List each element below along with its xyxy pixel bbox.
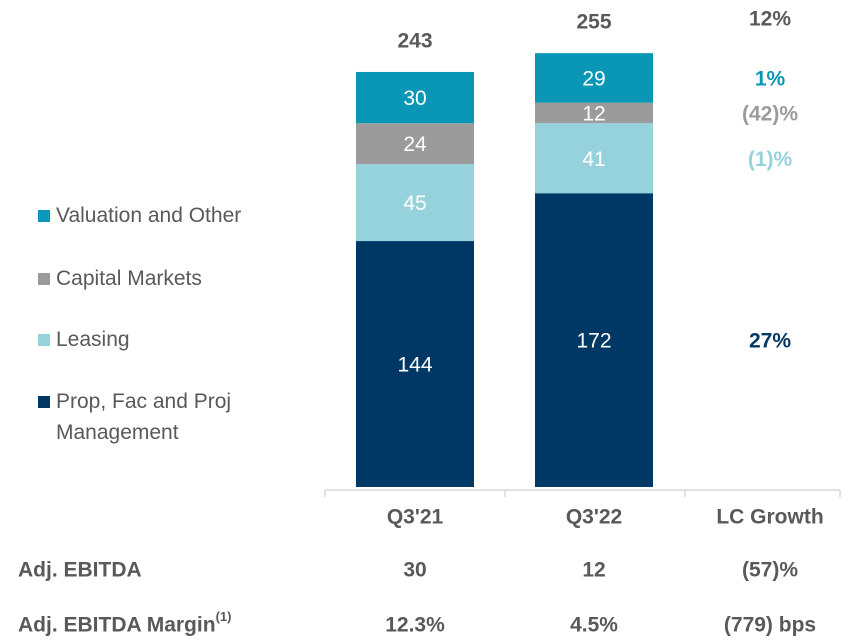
- growth-total: 12%: [749, 8, 791, 31]
- legend-swatch: [38, 210, 50, 222]
- bar-segment: [535, 102, 653, 124]
- total-label: 255: [576, 11, 611, 34]
- table-cell: 30: [403, 559, 426, 582]
- table-cell: (779) bps: [724, 614, 816, 637]
- bar-segment: [356, 71, 474, 124]
- growth-label: 1%: [755, 67, 786, 90]
- legend-item: Prop, Fac and Proj Management: [38, 386, 306, 448]
- growth-label: (42)%: [742, 102, 798, 125]
- growth-label: (1)%: [748, 148, 793, 171]
- segment-label: 12: [582, 102, 605, 125]
- legend-item: Leasing: [38, 324, 306, 355]
- table-cell: (57)%: [742, 559, 798, 582]
- table-cell: Adj. EBITDA: [18, 559, 142, 582]
- bar-segment: [356, 164, 474, 242]
- legend-item: Capital Markets: [38, 263, 306, 294]
- segment-label: 172: [576, 330, 611, 353]
- legend-swatch: [38, 334, 50, 346]
- legend-swatch: [38, 273, 50, 285]
- x-tick-label: Q3'21: [387, 506, 444, 529]
- bar-segment: [535, 123, 653, 194]
- growth-label: 27%: [749, 330, 791, 353]
- bar-segment: [535, 193, 653, 487]
- segment-label: 45: [403, 192, 426, 215]
- table-cell: Adj. EBITDA Margin(1): [18, 609, 231, 636]
- legend-swatch: [38, 396, 50, 408]
- growth-header: LC Growth: [716, 506, 823, 529]
- segment-label: 30: [403, 87, 426, 110]
- footnote-mark: (1): [216, 609, 232, 624]
- legend-label: Prop, Fac and Proj Management: [56, 390, 232, 444]
- bar-segment: [535, 53, 653, 103]
- table-cell: 12: [582, 559, 605, 582]
- segment-label: 144: [397, 354, 432, 377]
- legend-item: Valuation and Other: [38, 200, 306, 231]
- legend-label: Valuation and Other: [56, 204, 242, 227]
- segment-label: 24: [403, 133, 427, 156]
- table-cell: 12.3%: [385, 614, 445, 637]
- bar-segment: [356, 241, 474, 487]
- segment-label: 29: [582, 67, 605, 90]
- total-label: 243: [397, 30, 432, 53]
- legend-label: Leasing: [56, 328, 130, 351]
- x-tick-label: Q3'22: [566, 506, 622, 529]
- legend-label: Capital Markets: [56, 267, 202, 290]
- table-cell: 4.5%: [570, 614, 618, 637]
- segment-label: 41: [582, 148, 605, 171]
- bar-segment: [356, 123, 474, 165]
